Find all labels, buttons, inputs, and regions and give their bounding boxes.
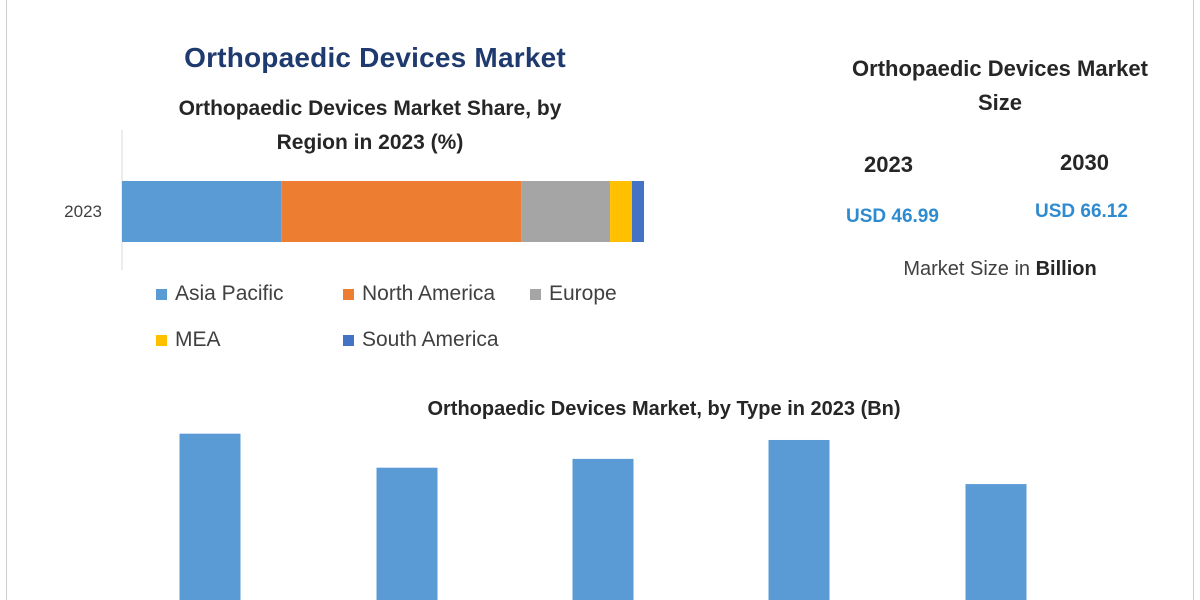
legend-label-europe: Europe (549, 282, 617, 305)
type-chart (179, 433, 1027, 600)
legend-item-mea: MEA (156, 328, 221, 352)
market-size-year-2023: 2023 (864, 152, 913, 177)
region-share-segment-south-america (631, 181, 644, 242)
legend-item-asia-pacific: Asia Pacific (156, 282, 284, 306)
region-share-segment-north-america (281, 181, 522, 242)
legend-label-south-america: South America (362, 328, 499, 351)
type-bar-2 (376, 467, 438, 600)
legend-item-south-america: South America (343, 328, 499, 352)
legend-label-north-america: North America (362, 282, 496, 305)
type-bar-1 (179, 433, 241, 600)
region-share-chart: 2023 (64, 130, 644, 270)
market-size-unit: Market Size in Billion (820, 258, 1180, 281)
market-size-value-2023: USD 46.99 (846, 206, 939, 227)
legend-swatch-north-america (343, 288, 354, 300)
type-bar-3 (572, 458, 634, 600)
region-share-category-label: 2023 (64, 202, 102, 221)
type-bar-4 (768, 439, 830, 600)
type-bar-5 (965, 484, 1027, 600)
market-size-unit-bold: Billion (1035, 258, 1097, 280)
market-size-title-line-2: Size (977, 90, 1023, 115)
region-share-title-line-2: Region in 2023 (%) (276, 131, 464, 154)
region-share-segment-europe (521, 181, 611, 242)
main-title: Orthopaedic Devices Market (184, 42, 566, 73)
market-size-value-2030: USD 66.12 (1035, 201, 1128, 222)
legend-swatch-asia-pacific (156, 288, 167, 300)
legend-item-europe: Europe (530, 282, 617, 306)
infographic-frame (6, 0, 1194, 600)
market-size-year-2030: 2030 (1060, 150, 1109, 175)
region-share-title-line-1: Orthopaedic Devices Market Share, by (178, 97, 562, 120)
legend-swatch-mea (156, 334, 167, 346)
legend-label-asia-pacific: Asia Pacific (175, 282, 284, 305)
legend-swatch-south-america (343, 334, 354, 346)
legend-swatch-europe (530, 288, 541, 300)
legend-label-mea: MEA (175, 328, 221, 351)
market-size-title-line-1: Orthopaedic Devices Market (852, 56, 1148, 81)
region-share-chart-title: Orthopaedic Devices Market Share, by Reg… (120, 92, 620, 160)
legend-item-north-america: North America (343, 282, 495, 306)
type-chart-title: Orthopaedic Devices Market, by Type in 2… (427, 398, 901, 420)
region-share-segment-mea (610, 181, 632, 242)
market-size-unit-prefix: Market Size in (903, 258, 1036, 280)
region-share-segment-asia-pacific (122, 181, 282, 242)
market-size-title: Orthopaedic Devices Market Size (820, 52, 1180, 120)
